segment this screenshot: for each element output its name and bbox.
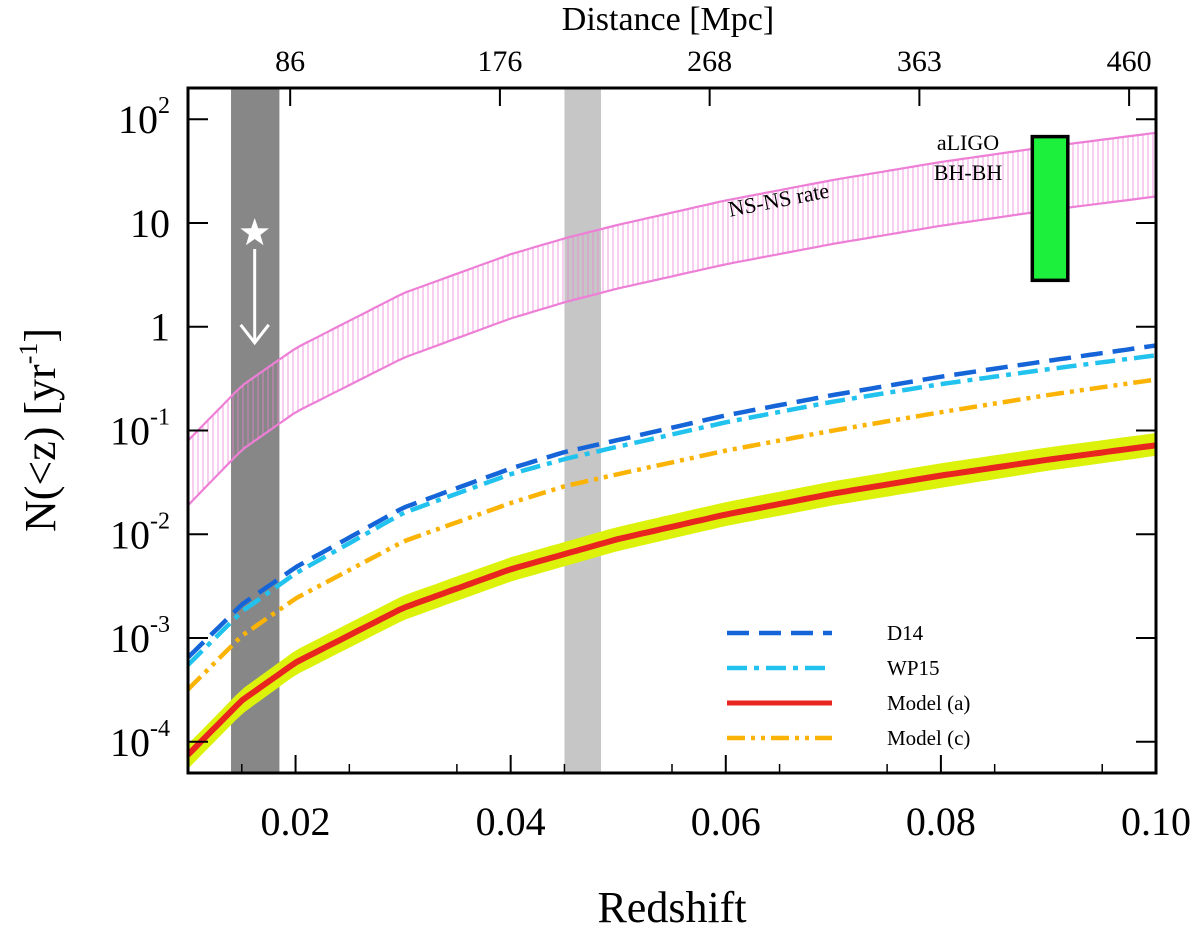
series-line-wp15 <box>188 353 1156 667</box>
top-axis-title: Distance [Mpc] <box>562 1 774 38</box>
model-a-uncertainty-band <box>188 433 1156 769</box>
aligo-bh-bh-rate-box <box>1030 134 1070 283</box>
y-tick-exponent: -1 <box>150 405 170 431</box>
top-tick-label: 363 <box>897 45 942 78</box>
series-lines <box>188 343 1156 757</box>
markers <box>239 134 1070 346</box>
x-tick-label: 0.08 <box>906 799 976 844</box>
top-tick-label: 176 <box>477 45 522 78</box>
x-tick-label: 0.06 <box>691 799 761 844</box>
legend-label: Model (c) <box>887 726 970 750</box>
y-tick-exponent: -2 <box>150 508 170 534</box>
y-tick-base: 10 <box>130 201 170 246</box>
aligo-label-line2: BH-BH <box>934 160 1003 185</box>
plot-border <box>186 86 1158 775</box>
legend-label: WP15 <box>887 656 940 680</box>
upper-limit-arrow-head <box>239 323 270 346</box>
aligo-label-line1: aLIGO <box>937 130 999 155</box>
x-tick-label: 0.10 <box>1121 799 1191 844</box>
legend-label: Model (a) <box>887 691 970 715</box>
y-tick-label: 102 <box>118 93 170 142</box>
y-tick-base: 10 <box>110 616 150 661</box>
series-line-model-c <box>188 377 1156 691</box>
ns-ns-lower-edge <box>188 195 1156 507</box>
plot-frame <box>186 86 1158 775</box>
legend: D14 WP15 Model (a) Model (c) <box>727 621 970 750</box>
y-tick-label: 10-4 <box>110 716 170 765</box>
y-tick-base: 10 <box>110 512 150 557</box>
y-tick-label: 10 <box>130 201 170 246</box>
x-axis-title: Redshift <box>597 883 746 932</box>
ns-ns-rate-label: NS-NS rate <box>726 178 831 222</box>
legend-label: D14 <box>887 621 924 645</box>
ns-ns-band <box>188 131 1156 507</box>
y-tick-exponent: -4 <box>150 716 170 742</box>
y-axis-title-main: N(<z) [yr <box>16 364 65 532</box>
y-tick-base: 10 <box>118 97 158 142</box>
y-tick-base: 1 <box>150 305 170 350</box>
ns-ns-upper-edge <box>188 131 1156 442</box>
star-marker <box>240 218 269 246</box>
y-tick-exponent: -3 <box>150 612 170 638</box>
y-tick-label: 10-2 <box>110 508 170 557</box>
series-line-model-a <box>188 442 1156 757</box>
top-tick-label: 268 <box>687 45 732 78</box>
y-tick-label: 1 <box>150 305 170 350</box>
top-tick-label: 86 <box>275 45 305 78</box>
bands <box>188 131 1156 769</box>
y-tick-label: 10-1 <box>110 405 170 454</box>
y-tick-base: 10 <box>110 409 150 454</box>
x-tick-label: 0.02 <box>261 799 331 844</box>
y-tick-base: 10 <box>110 720 150 765</box>
y-axis-title-close: ] <box>16 328 65 343</box>
y-axis-title: N(<z) [yr-1] <box>14 328 65 532</box>
top-tick-label: 460 <box>1107 45 1152 78</box>
x-tick-label: 0.04 <box>476 799 546 844</box>
y-tick-label: 10-3 <box>110 612 170 661</box>
shaded-region-2 <box>564 88 602 773</box>
y-tick-exponent: 2 <box>158 93 170 119</box>
y-axis-title-sup: -1 <box>14 343 43 365</box>
series-line-d14 <box>188 343 1156 660</box>
